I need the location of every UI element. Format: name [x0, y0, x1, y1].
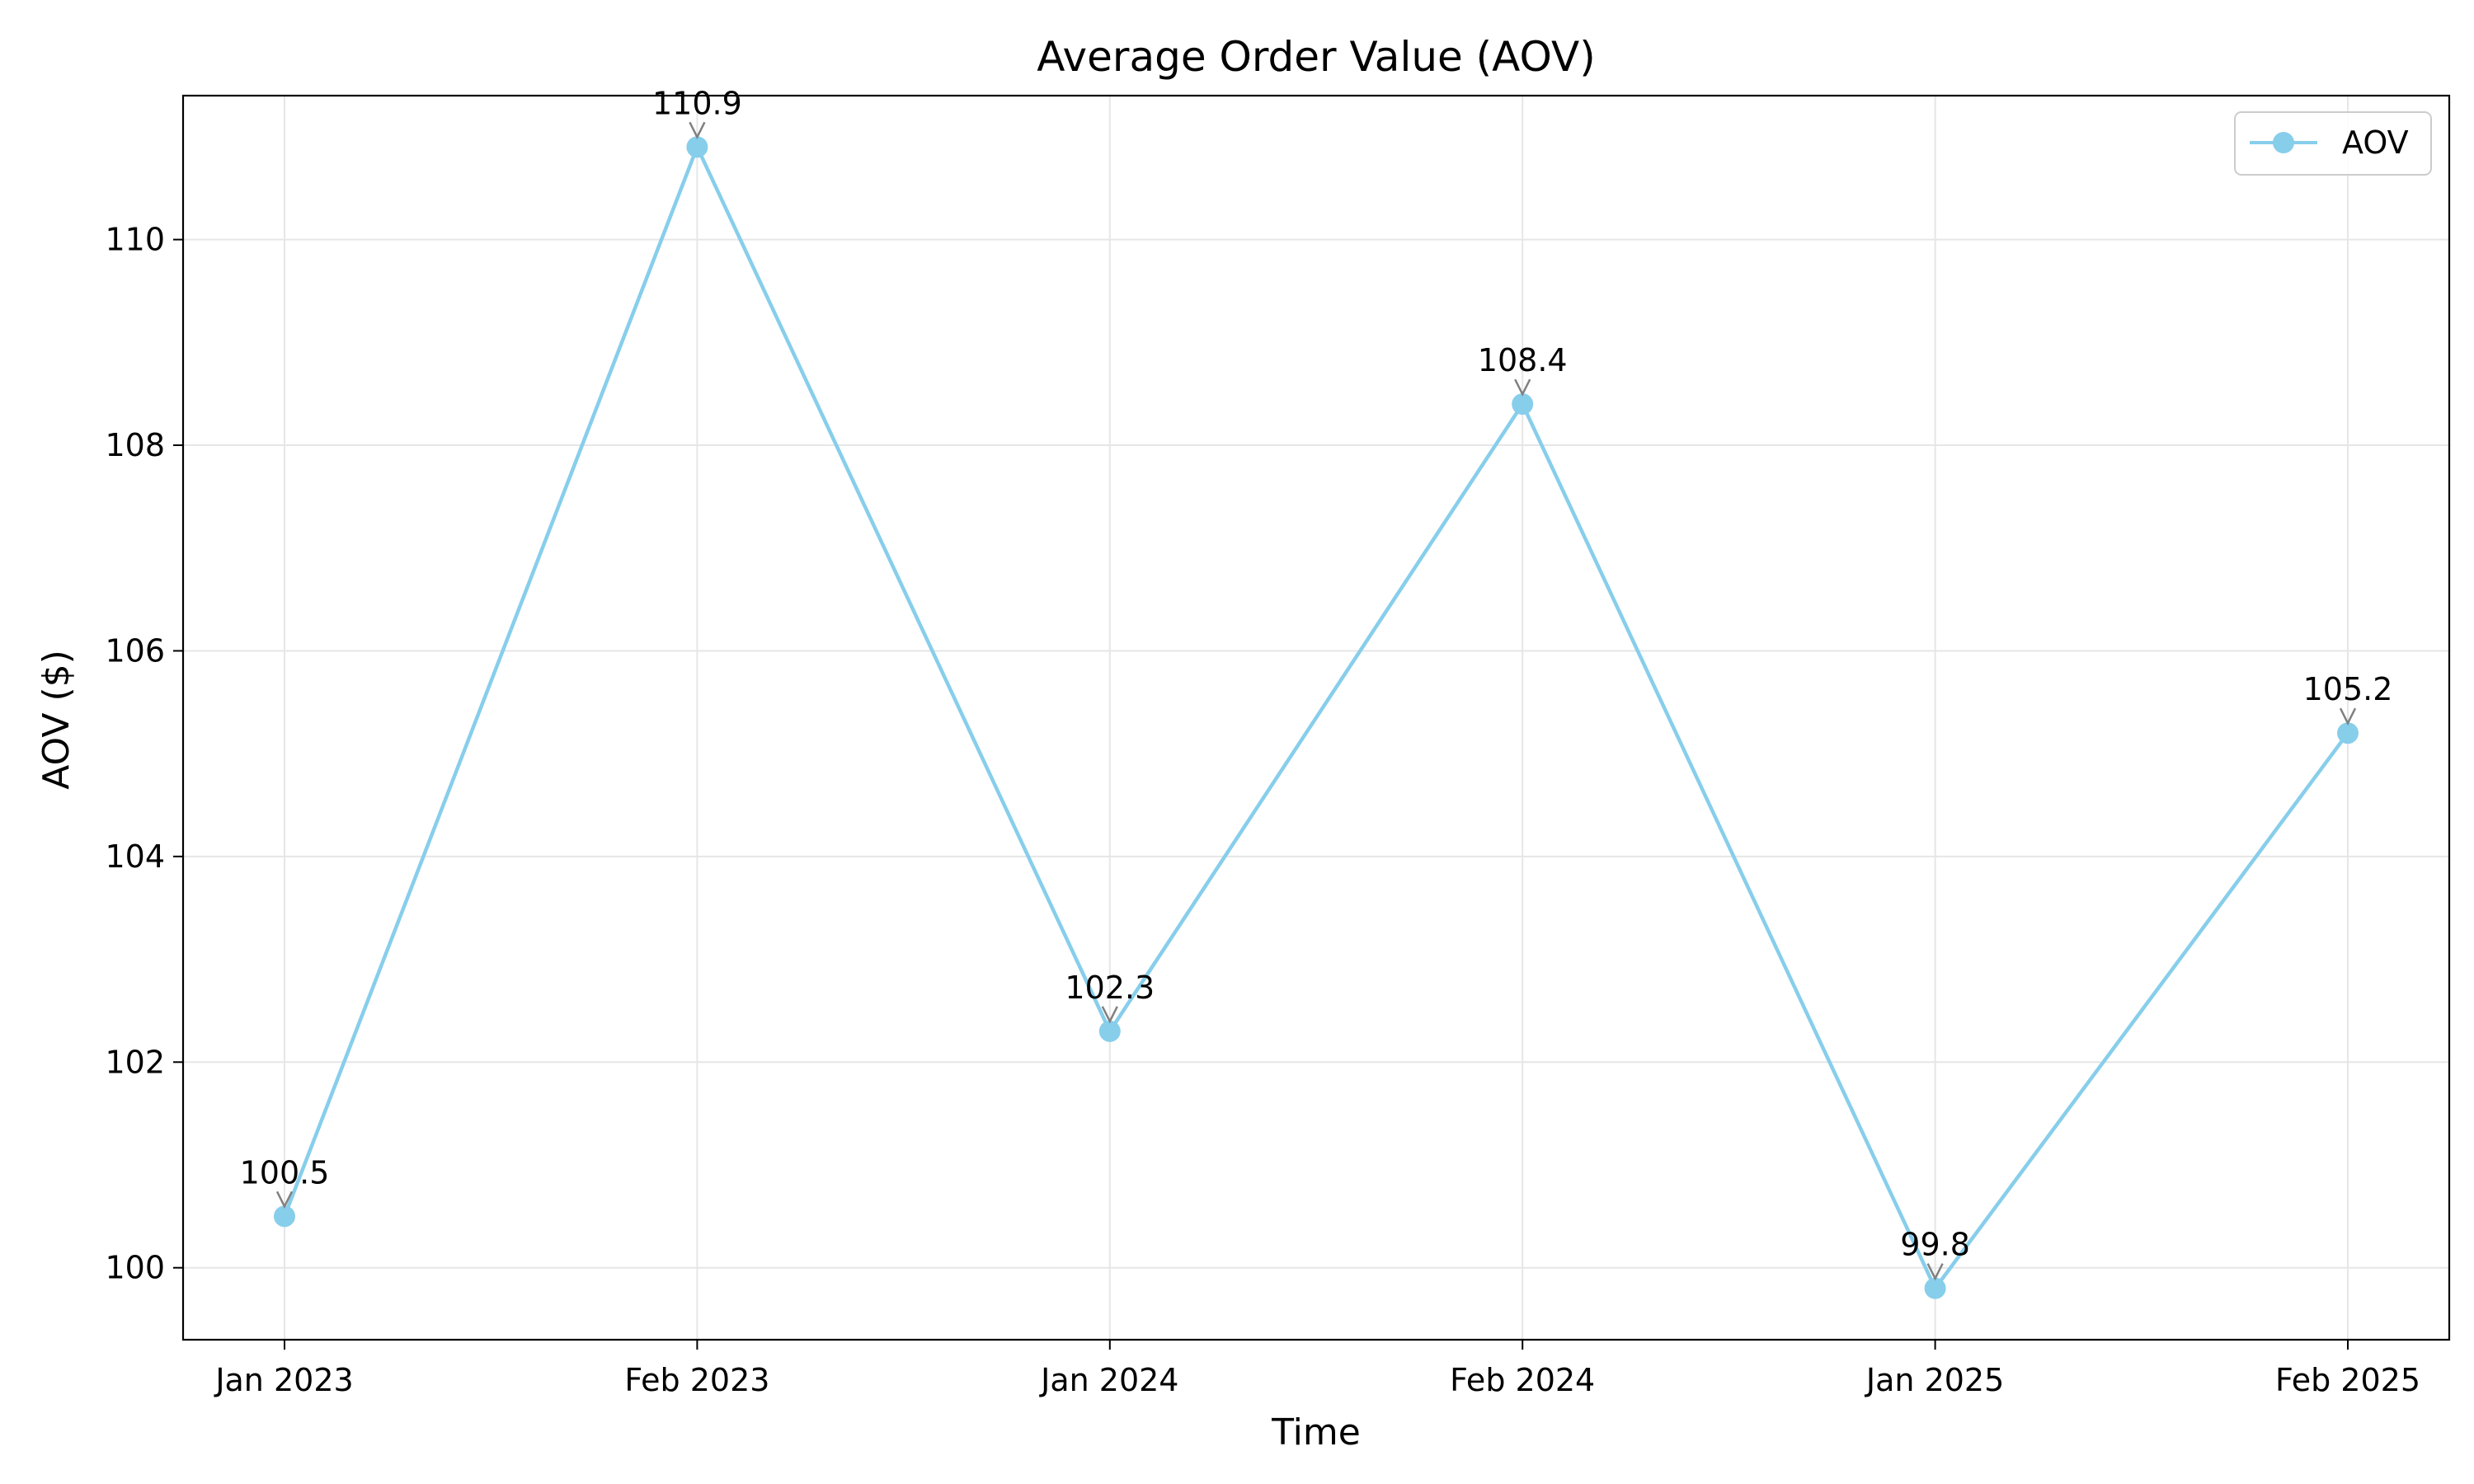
annotation-arrow — [275, 1190, 294, 1209]
legend-box — [2234, 111, 2432, 176]
annotation-arrow — [1101, 1006, 1118, 1024]
y-tick-label: 102 — [105, 1044, 165, 1080]
y-axis-label: AOV ($) — [35, 650, 78, 790]
x-tick-label: Feb 2024 — [1450, 1362, 1595, 1398]
x-tick-label: Feb 2023 — [624, 1362, 769, 1398]
x-tick-label: Feb 2025 — [2275, 1362, 2420, 1398]
data-label: 99.8 — [1900, 1227, 1970, 1263]
aov-series-line — [282, 145, 2349, 1290]
data-label: 108.4 — [1478, 342, 1568, 378]
legend: AOV — [2234, 111, 2432, 176]
x-tick-label: Jan 2025 — [1865, 1362, 2004, 1398]
annotation-arrow — [1926, 1263, 1944, 1281]
aov-data-point — [1924, 1277, 1946, 1299]
y-tick-label: 108 — [105, 427, 165, 463]
annotation-arrow — [1514, 378, 1531, 397]
aov-data-point — [686, 136, 708, 158]
y-tick-label: 100 — [105, 1250, 165, 1286]
annotation-arrow — [2339, 707, 2357, 726]
y-tick-label: 106 — [105, 632, 165, 669]
grid-layer — [183, 96, 2449, 1340]
data-label: 110.9 — [652, 85, 742, 121]
aov-data-point — [2337, 722, 2359, 744]
data-label: 102.3 — [1065, 970, 1155, 1006]
aov-data-point — [1512, 393, 1534, 416]
x-tick-label: Jan 2024 — [1039, 1362, 1178, 1398]
ticks-layer: Jan 2023 Feb 2023 Jan 2024 Feb 2024 Jan 2025… — [105, 222, 2420, 1398]
annotation-arrow — [689, 121, 706, 140]
plot-frame — [181, 94, 2451, 1341]
series-layer — [274, 136, 2359, 1299]
data-label: 100.5 — [240, 1154, 330, 1190]
x-axis-label: Time — [1271, 1411, 1361, 1453]
data-labels-layer: 100.5 110.9 102.3 108.4 99.8 105.2 — [240, 85, 2393, 1281]
x-tick-label: Jan 2023 — [214, 1362, 353, 1398]
y-tick-label: 104 — [105, 838, 165, 875]
data-label: 105.2 — [2303, 671, 2393, 707]
y-tick-label: 110 — [105, 222, 165, 258]
aov-data-point — [274, 1205, 295, 1228]
legend-marker-sample — [2273, 132, 2294, 153]
chart-title: Average Order Value (AOV) — [1037, 33, 1595, 81]
aov-data-point — [1098, 1020, 1121, 1042]
legend-entry-aov: AOV — [2342, 124, 2409, 161]
